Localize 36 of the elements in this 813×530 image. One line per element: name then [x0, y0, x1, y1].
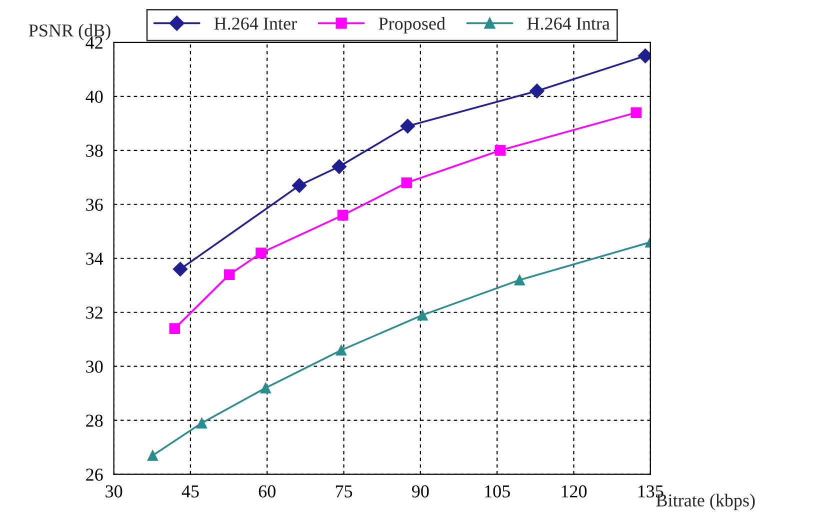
y-tick-label: 40	[86, 90, 103, 103]
x-tick-label: 105	[485, 485, 510, 498]
legend-label: H.264 Inter	[214, 18, 297, 30]
x-tick-label: 45	[182, 485, 199, 498]
point	[292, 178, 307, 193]
point	[630, 107, 642, 118]
point	[514, 274, 525, 286]
x-tick-label: 90	[412, 485, 429, 498]
y-tick-label: 28	[86, 414, 103, 427]
y-tick-label: 32	[86, 306, 102, 319]
point	[401, 177, 412, 188]
point	[260, 382, 271, 394]
x-tick-label: 75	[336, 485, 352, 498]
legend-label: Proposed	[378, 17, 446, 34]
point	[336, 344, 347, 356]
point	[494, 145, 506, 156]
y-tick-label: 30	[86, 360, 103, 373]
point	[256, 248, 266, 258]
point	[332, 159, 347, 174]
x-tick-label: 60	[258, 485, 276, 498]
point	[400, 118, 416, 134]
legend-label: H.264 Intra	[527, 18, 610, 30]
y-tick-label: 34	[86, 252, 104, 265]
point	[147, 450, 158, 461]
point	[417, 310, 428, 320]
y-tick-label: 26	[86, 468, 103, 481]
x-tick-label: 30	[106, 485, 122, 498]
y-tick-label: 38	[86, 144, 103, 157]
x-tick-label: 120	[562, 485, 587, 498]
point	[169, 323, 180, 334]
y-tick-label: 36	[86, 198, 103, 211]
point	[530, 84, 544, 98]
point	[224, 269, 235, 280]
point	[196, 418, 208, 428]
point	[172, 262, 188, 277]
point	[337, 210, 348, 221]
